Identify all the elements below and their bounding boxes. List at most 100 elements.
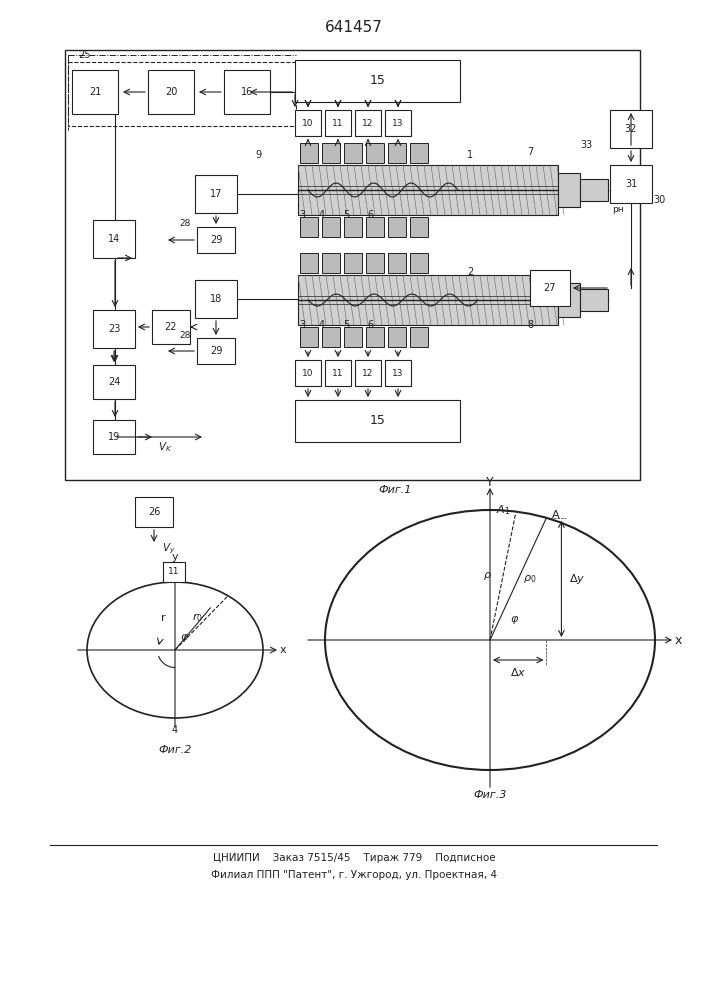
- Bar: [322, 143, 340, 163]
- Bar: [385, 110, 411, 136]
- Text: 18: 18: [210, 294, 222, 304]
- Text: 26: 26: [148, 507, 160, 517]
- Bar: [410, 217, 428, 237]
- Bar: [610, 165, 652, 203]
- Text: 32: 32: [625, 124, 637, 134]
- Text: $A_1$: $A_1$: [496, 503, 510, 517]
- Bar: [152, 310, 190, 344]
- Text: 7: 7: [527, 147, 533, 157]
- Text: 13: 13: [392, 368, 404, 377]
- Text: x: x: [674, 634, 682, 647]
- Text: 25: 25: [78, 50, 90, 60]
- Text: Фиг.1: Фиг.1: [378, 485, 411, 495]
- Bar: [68, 62, 296, 126]
- Text: 6: 6: [367, 320, 373, 330]
- Bar: [300, 327, 318, 347]
- Text: 16: 16: [241, 87, 253, 97]
- Text: $r_0$: $r_0$: [192, 612, 202, 624]
- Text: рн: рн: [612, 206, 624, 215]
- Text: 3: 3: [299, 320, 305, 330]
- Text: $V_K$: $V_K$: [158, 440, 173, 454]
- Bar: [298, 165, 558, 215]
- Bar: [580, 179, 608, 201]
- Bar: [93, 220, 135, 258]
- Bar: [163, 562, 185, 582]
- Text: 4: 4: [172, 725, 178, 735]
- Bar: [366, 327, 384, 347]
- Bar: [388, 253, 406, 273]
- Text: x: x: [280, 645, 286, 655]
- Text: 20: 20: [165, 87, 177, 97]
- Bar: [135, 497, 173, 527]
- Bar: [366, 217, 384, 237]
- Bar: [93, 310, 135, 348]
- Text: 28: 28: [180, 220, 191, 229]
- Text: 21: 21: [89, 87, 101, 97]
- Text: 8: 8: [527, 320, 533, 330]
- Text: 30: 30: [653, 195, 665, 205]
- Text: 19: 19: [108, 432, 120, 442]
- Bar: [300, 253, 318, 273]
- Bar: [388, 217, 406, 237]
- Bar: [558, 173, 580, 207]
- Text: 4: 4: [319, 320, 325, 330]
- Bar: [295, 360, 321, 386]
- Text: $\varphi$: $\varphi$: [180, 632, 189, 644]
- Bar: [325, 360, 351, 386]
- Text: 10: 10: [303, 118, 314, 127]
- Bar: [148, 70, 194, 114]
- Text: 2: 2: [467, 267, 473, 277]
- Text: 29: 29: [210, 235, 222, 245]
- Bar: [325, 110, 351, 136]
- Bar: [355, 110, 381, 136]
- Text: 12: 12: [362, 118, 374, 127]
- Text: 17: 17: [210, 189, 222, 199]
- Bar: [197, 338, 235, 364]
- Text: y: y: [172, 552, 178, 562]
- Text: Фиг.3: Фиг.3: [473, 790, 507, 800]
- Text: 5: 5: [343, 320, 349, 330]
- Bar: [295, 110, 321, 136]
- Bar: [298, 275, 558, 325]
- Bar: [344, 327, 362, 347]
- Text: 11: 11: [332, 118, 344, 127]
- Text: 11: 11: [332, 368, 344, 377]
- Bar: [322, 253, 340, 273]
- Text: r: r: [160, 613, 165, 623]
- Text: 27: 27: [544, 283, 556, 293]
- Bar: [295, 400, 460, 442]
- Bar: [366, 143, 384, 163]
- Text: 29: 29: [210, 346, 222, 356]
- Text: 15: 15: [370, 75, 385, 88]
- Bar: [197, 227, 235, 253]
- Text: 15: 15: [370, 414, 385, 428]
- Bar: [72, 70, 118, 114]
- Bar: [195, 175, 237, 213]
- Text: 10: 10: [303, 368, 314, 377]
- Text: 22: 22: [165, 322, 177, 332]
- Bar: [344, 253, 362, 273]
- Text: Филиал ППП "Патент", г. Ужгород, ул. Проектная, 4: Филиал ППП "Патент", г. Ужгород, ул. Про…: [211, 870, 497, 880]
- Bar: [344, 217, 362, 237]
- Text: $V_y$: $V_y$: [162, 542, 175, 556]
- Text: 3: 3: [299, 210, 305, 220]
- Text: 4: 4: [319, 210, 325, 220]
- Text: 31: 31: [625, 179, 637, 189]
- Bar: [366, 253, 384, 273]
- Bar: [322, 327, 340, 347]
- Text: 24: 24: [107, 377, 120, 387]
- Bar: [195, 280, 237, 318]
- Bar: [388, 143, 406, 163]
- Text: 9: 9: [255, 150, 261, 160]
- Bar: [344, 143, 362, 163]
- Bar: [580, 289, 608, 311]
- Text: $\Delta x$: $\Delta x$: [510, 666, 526, 678]
- Text: 23: 23: [107, 324, 120, 334]
- Text: Фиг.2: Фиг.2: [158, 745, 192, 755]
- Bar: [93, 420, 135, 454]
- Bar: [558, 283, 580, 317]
- Bar: [355, 360, 381, 386]
- Bar: [388, 327, 406, 347]
- Text: 28: 28: [180, 330, 191, 340]
- Text: 14: 14: [108, 234, 120, 244]
